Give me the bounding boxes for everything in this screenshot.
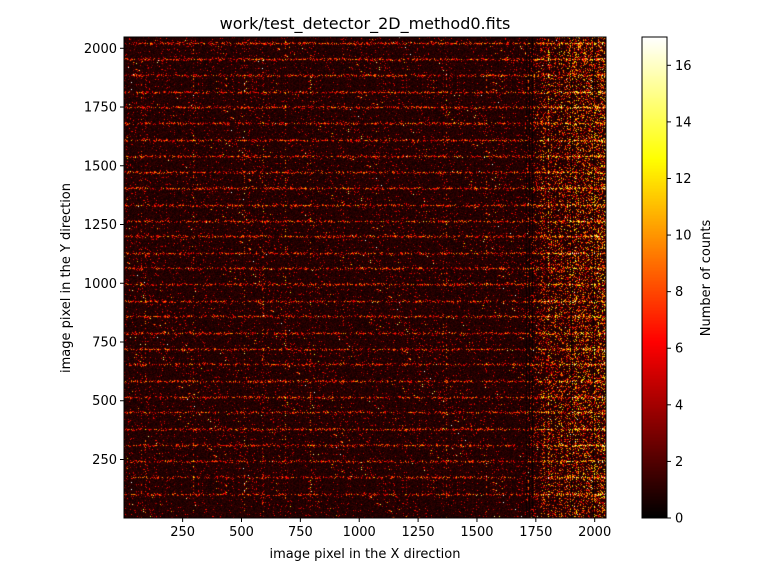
x-tick-label: 1750 <box>519 525 552 540</box>
x-tick-label: 1250 <box>402 525 435 540</box>
colorbar-tick-label: 4 <box>675 398 683 413</box>
colorbar-tick-label: 2 <box>675 455 683 470</box>
colorbar-tick-label: 16 <box>675 59 692 74</box>
colorbar-tick-label: 0 <box>675 512 683 527</box>
x-tick-label: 750 <box>288 525 313 540</box>
chart-title: work/test_detector_2D_method0.fits <box>220 14 511 34</box>
x-tick-label: 500 <box>229 525 254 540</box>
colorbar-label: Number of counts <box>699 220 714 337</box>
colorbar-gradient <box>642 37 667 518</box>
colorbar-tick-label: 6 <box>675 342 683 357</box>
y-axis-label: image pixel in the Y direction <box>59 183 74 373</box>
y-tick-label: 1000 <box>84 277 117 292</box>
colorbar-frame <box>641 36 668 519</box>
y-tick-label: 2000 <box>84 42 117 57</box>
heatmap-image <box>124 37 606 518</box>
y-tick-label: 750 <box>92 336 117 351</box>
y-tick-label: 1250 <box>84 218 117 233</box>
y-tick-label: 1750 <box>84 101 117 116</box>
x-axis-label: image pixel in the X direction <box>270 547 461 562</box>
y-tick-label: 250 <box>92 453 117 468</box>
x-tick-label: 2000 <box>578 525 611 540</box>
colorbar-ticks: 0 2 4 6 8 10 12 14 16 <box>667 59 692 527</box>
plot-frame <box>123 36 607 519</box>
colorbar-tick-label: 8 <box>675 285 683 300</box>
x-tick-label: 1000 <box>343 525 376 540</box>
y-axis-ticks: 250 500 750 1000 1250 1500 1750 2000 <box>84 42 124 468</box>
x-axis-ticks: 250 500 750 1000 1250 1500 1750 2000 <box>170 518 611 540</box>
x-tick-label: 1500 <box>460 525 493 540</box>
colorbar-tick-label: 14 <box>675 115 692 130</box>
colorbar-tick-label: 10 <box>675 229 692 244</box>
colorbar-tick-label: 12 <box>675 172 692 187</box>
y-tick-label: 500 <box>92 394 117 409</box>
y-tick-label: 1500 <box>84 159 117 174</box>
x-tick-label: 250 <box>170 525 195 540</box>
